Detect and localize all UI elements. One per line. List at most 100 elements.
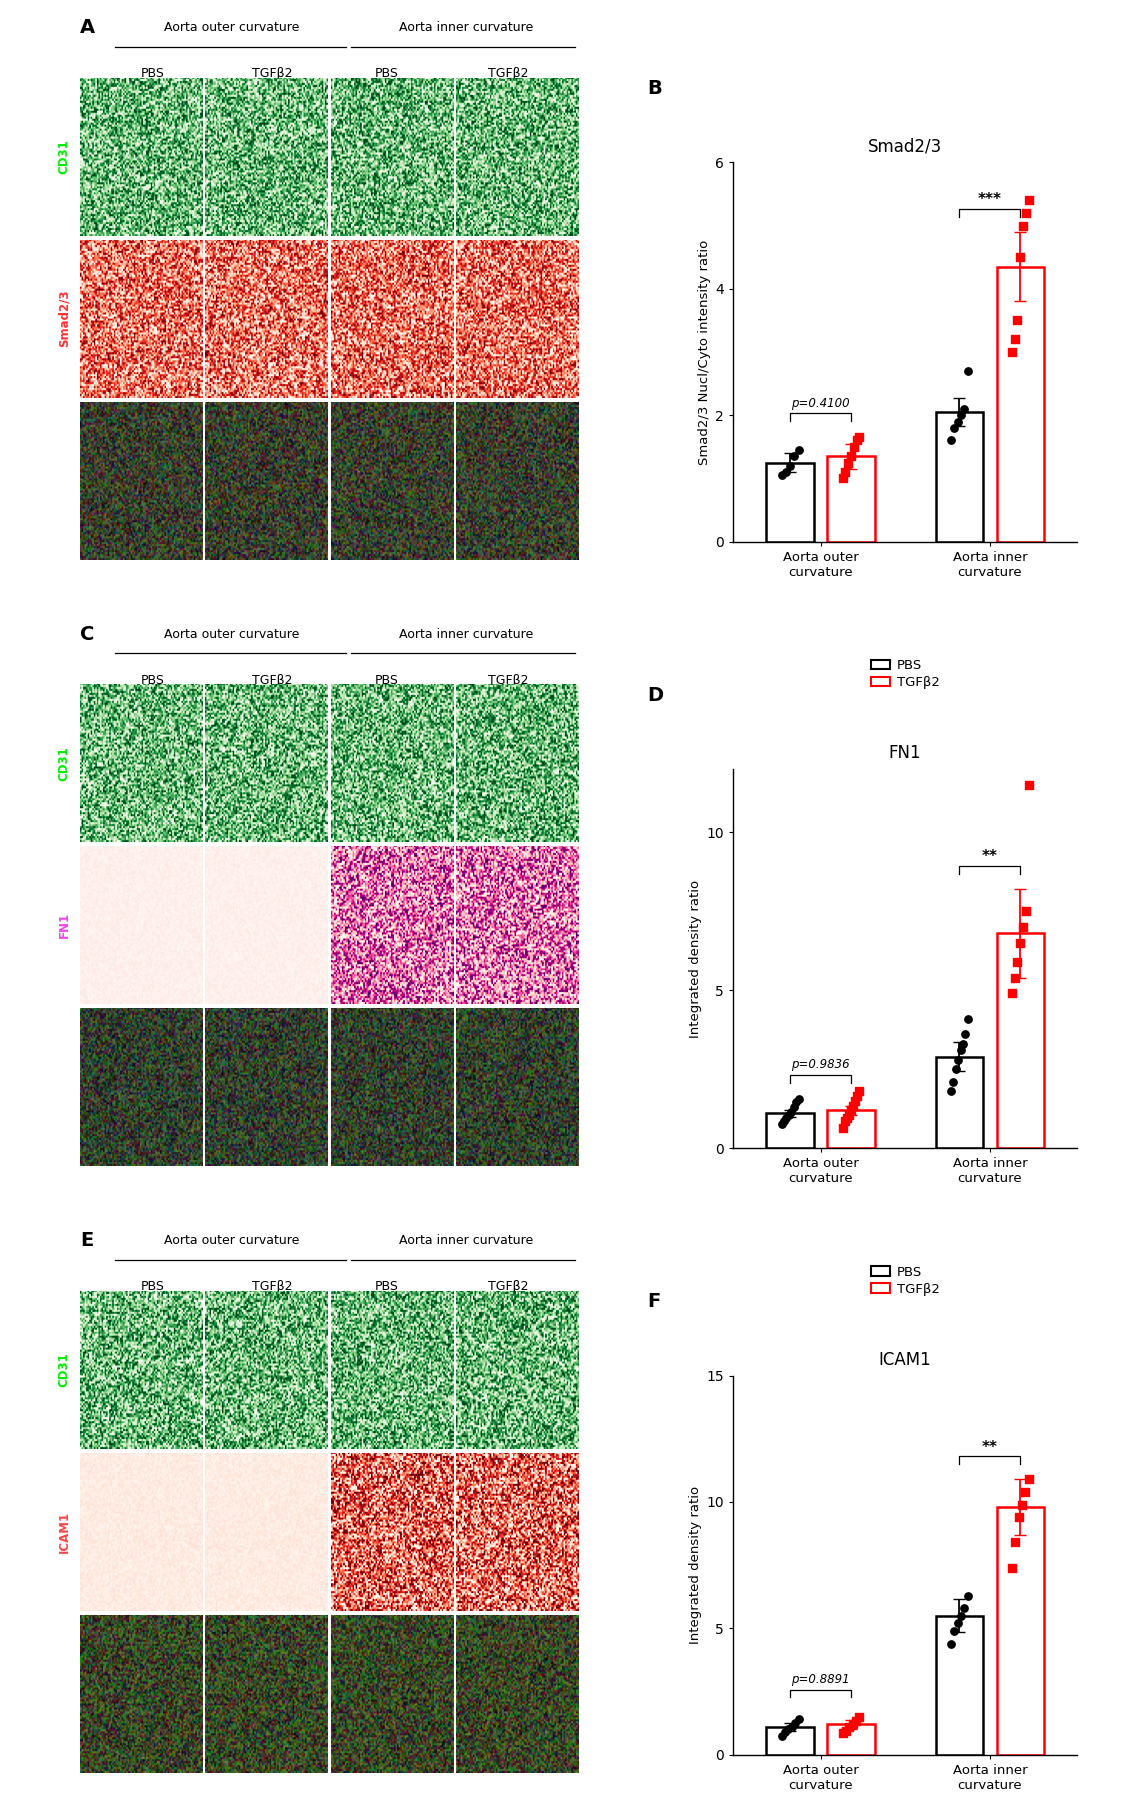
- Point: [954, 1029, 973, 1058]
- Point: [955, 394, 974, 423]
- Point: [942, 1630, 960, 1659]
- Point: [1020, 1465, 1038, 1494]
- Point: [1012, 928, 1030, 957]
- Point: [1006, 1529, 1024, 1558]
- Text: CD31: CD31: [57, 1353, 70, 1388]
- Point: [772, 1111, 790, 1140]
- Point: [840, 1713, 858, 1742]
- Text: CD31: CD31: [57, 139, 70, 174]
- Point: [844, 432, 863, 461]
- Text: TGFβ2: TGFβ2: [251, 1281, 292, 1293]
- Text: Aorta inner curvature: Aorta inner curvature: [399, 22, 533, 34]
- Point: [1013, 1491, 1031, 1520]
- Bar: [997, 266, 1044, 541]
- Point: [1009, 1503, 1028, 1532]
- Bar: [936, 412, 983, 541]
- Point: [842, 1096, 860, 1125]
- Point: [1020, 771, 1038, 800]
- Text: PBS: PBS: [140, 673, 164, 686]
- Point: [838, 449, 857, 478]
- Point: [952, 402, 970, 431]
- Point: [1014, 212, 1032, 241]
- Point: [775, 1107, 794, 1136]
- Point: [1002, 338, 1021, 367]
- Point: [834, 463, 852, 492]
- Point: [952, 1601, 970, 1630]
- Point: [1006, 962, 1024, 991]
- Point: [782, 1713, 801, 1742]
- Text: D: D: [647, 686, 663, 706]
- Bar: [997, 1507, 1044, 1755]
- Legend: PBS, TGFβ2: PBS, TGFβ2: [865, 1261, 945, 1301]
- Point: [836, 458, 855, 487]
- Point: [837, 1103, 856, 1132]
- Point: [1016, 897, 1035, 926]
- Point: [781, 450, 799, 479]
- Bar: [936, 1056, 983, 1149]
- Text: A: A: [80, 18, 95, 38]
- Point: [1020, 186, 1038, 215]
- Text: Aorta outer curvature: Aorta outer curvature: [164, 22, 299, 34]
- Bar: [827, 1724, 875, 1755]
- Text: PBS: PBS: [374, 673, 398, 686]
- Point: [942, 1076, 960, 1105]
- Text: Merge: Merge: [57, 1673, 70, 1715]
- Point: [840, 1100, 858, 1129]
- Text: PBS: PBS: [140, 67, 164, 80]
- Point: [772, 461, 790, 490]
- Point: [1008, 306, 1027, 335]
- Point: [1002, 979, 1021, 1008]
- Text: ICAM1: ICAM1: [57, 1511, 70, 1552]
- Point: [778, 1103, 796, 1132]
- Text: TGFβ2: TGFβ2: [251, 67, 292, 80]
- Text: Merge: Merge: [57, 1066, 70, 1109]
- Text: Aorta outer curvature: Aorta outer curvature: [164, 1234, 299, 1246]
- Point: [786, 441, 804, 470]
- Point: [837, 1717, 856, 1746]
- Text: C: C: [80, 624, 95, 644]
- Point: [842, 441, 860, 470]
- Text: TGFβ2: TGFβ2: [487, 67, 529, 80]
- Point: [835, 1107, 853, 1136]
- Text: F: F: [647, 1292, 661, 1312]
- Bar: [766, 1113, 813, 1149]
- Point: [945, 1617, 963, 1646]
- Point: [959, 1581, 977, 1610]
- Point: [789, 1704, 807, 1733]
- Point: [843, 1710, 861, 1738]
- Text: PBS: PBS: [374, 67, 398, 80]
- Point: [944, 1067, 962, 1096]
- Point: [786, 1710, 804, 1738]
- Point: [772, 1722, 790, 1751]
- Text: Smad2/3: Smad2/3: [57, 289, 70, 347]
- Point: [949, 1046, 967, 1075]
- Text: **: **: [982, 1440, 998, 1454]
- Point: [955, 1594, 974, 1623]
- Point: [1016, 1478, 1035, 1507]
- Text: B: B: [647, 80, 662, 98]
- Point: [850, 423, 868, 452]
- Bar: [936, 1615, 983, 1755]
- Point: [848, 1082, 866, 1111]
- Bar: [997, 933, 1044, 1149]
- Point: [846, 1706, 865, 1735]
- Y-axis label: Integrated density ratio: Integrated density ratio: [689, 879, 702, 1038]
- Point: [945, 414, 963, 443]
- Legend: PBS, TGFβ2: PBS, TGFβ2: [865, 653, 945, 695]
- Point: [1006, 326, 1024, 355]
- Point: [775, 1717, 794, 1746]
- Point: [848, 425, 866, 454]
- Point: [1014, 912, 1032, 941]
- Point: [850, 1702, 868, 1731]
- Point: [780, 1100, 798, 1129]
- Text: p=0.4100: p=0.4100: [791, 396, 850, 409]
- Point: [789, 436, 807, 465]
- Point: [1016, 199, 1035, 228]
- Text: E: E: [80, 1232, 94, 1250]
- Point: [957, 1020, 975, 1049]
- Text: p=0.9836: p=0.9836: [791, 1058, 850, 1071]
- Point: [1008, 948, 1027, 977]
- Point: [949, 1608, 967, 1637]
- Bar: [827, 456, 875, 541]
- Text: PBS: PBS: [140, 1281, 164, 1293]
